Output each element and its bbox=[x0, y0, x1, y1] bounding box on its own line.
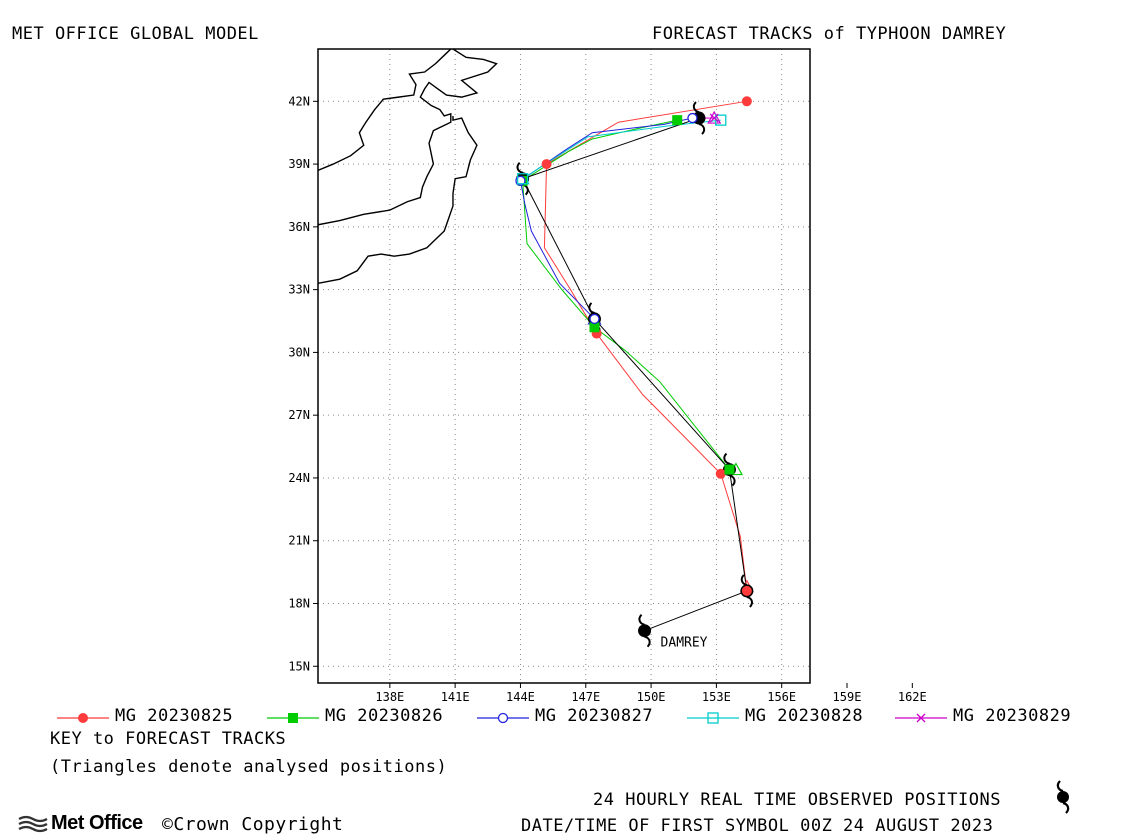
forecast-position-marker bbox=[724, 464, 735, 475]
lon-tick-label: 159E bbox=[833, 690, 862, 704]
forecast-position-marker bbox=[541, 159, 552, 170]
copyright-icon: © bbox=[162, 814, 174, 835]
legend-label: MG 20230827 bbox=[535, 706, 654, 726]
map-frame bbox=[317, 48, 811, 684]
legend-marker bbox=[707, 712, 719, 724]
typhoon-symbol-icon bbox=[1056, 780, 1070, 814]
legend-marker bbox=[916, 713, 926, 723]
copyright-notice: ©Crown Copyright bbox=[162, 814, 343, 835]
first-symbol-datetime: DATE/TIME OF FIRST SYMBOL 00Z 24 AUGUST … bbox=[521, 816, 994, 836]
lat-tick-label: 24N bbox=[288, 471, 310, 485]
observed-track-line bbox=[521, 117, 748, 632]
lat-tick-label: 30N bbox=[288, 345, 310, 359]
legend-key-note: (Triangles denote analysed positions) bbox=[50, 757, 448, 777]
legend-swatch bbox=[687, 712, 739, 724]
lon-tick-label: 144E bbox=[506, 690, 535, 704]
forecast-track-line bbox=[519, 117, 693, 320]
lat-tick-label: 18N bbox=[288, 596, 310, 610]
legend-label: MG 20230829 bbox=[953, 706, 1072, 726]
forecast-track-line bbox=[522, 119, 721, 180]
forecast-position-marker bbox=[589, 313, 600, 325]
lon-tick-label: 153E bbox=[702, 690, 731, 704]
legend-swatch bbox=[57, 713, 109, 723]
legend-swatch bbox=[267, 713, 319, 723]
legend-swatch bbox=[477, 712, 529, 724]
forecast-position-marker bbox=[715, 468, 726, 479]
lon-tick-label: 147E bbox=[571, 690, 600, 704]
legend-marker bbox=[78, 713, 88, 723]
observed-positions-label: 24 HOURLY REAL TIME OBSERVED POSITIONS bbox=[593, 790, 1001, 810]
observed-typhoon-symbol bbox=[638, 613, 652, 648]
model-title: MET OFFICE GLOBAL MODEL bbox=[12, 24, 259, 44]
forecast-position-marker bbox=[589, 322, 600, 333]
coastline bbox=[318, 49, 498, 226]
lon-tick-label: 156E bbox=[767, 690, 796, 704]
met-office-logo: Met Office bbox=[18, 812, 143, 835]
lon-tick-label: 141E bbox=[441, 690, 470, 704]
forecast-position-marker bbox=[672, 115, 683, 126]
legend-key-title: KEY to FORECAST TRACKS bbox=[50, 729, 287, 749]
forecast-position-marker bbox=[741, 96, 752, 107]
legend-marker bbox=[288, 713, 298, 723]
forecast-position-marker bbox=[709, 113, 719, 123]
forecast-position-marker bbox=[741, 585, 752, 596]
lat-tick-label: 15N bbox=[288, 659, 310, 673]
forecast-position-marker bbox=[516, 173, 529, 185]
met-office-logo-text: Met Office bbox=[51, 812, 143, 834]
lat-tick-label: 39N bbox=[288, 157, 310, 171]
legend-label: MG 20230828 bbox=[745, 706, 864, 726]
met-office-wave-icon bbox=[18, 815, 48, 832]
legend-swatch bbox=[895, 713, 947, 723]
lat-tick-label: 33N bbox=[288, 283, 310, 297]
lon-tick-label: 162E bbox=[898, 690, 927, 704]
lon-tick-label: 138E bbox=[375, 690, 404, 704]
chart-title: FORECAST TRACKS of TYPHOON DAMREY bbox=[652, 24, 1007, 44]
coastline bbox=[318, 115, 478, 285]
lon-tick-label: 150E bbox=[637, 690, 666, 704]
lat-tick-label: 21N bbox=[288, 534, 310, 548]
lat-tick-label: 36N bbox=[288, 220, 310, 234]
analysed-position-triangle bbox=[707, 110, 722, 124]
copyright-text: Crown Copyright bbox=[173, 814, 344, 835]
forecast-position-marker bbox=[687, 112, 698, 124]
lat-tick-label: 27N bbox=[288, 408, 310, 422]
legend-marker bbox=[497, 712, 509, 724]
lat-tick-label: 42N bbox=[288, 94, 310, 108]
legend-label: MG 20230826 bbox=[325, 706, 444, 726]
coastline bbox=[318, 49, 452, 172]
forecast-track-line bbox=[522, 119, 730, 470]
storm-name-label: DAMREY bbox=[661, 636, 708, 651]
legend-label: MG 20230825 bbox=[115, 706, 234, 726]
plot-area: DAMREY bbox=[318, 49, 810, 683]
